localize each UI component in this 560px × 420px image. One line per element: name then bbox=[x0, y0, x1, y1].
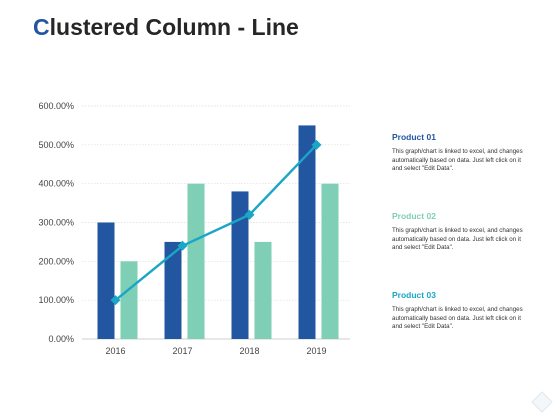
x-tick-label: 2019 bbox=[306, 346, 326, 356]
title-first-letter: C bbox=[33, 14, 50, 40]
line-point-marker bbox=[244, 209, 255, 220]
y-tick-label: 100.00% bbox=[38, 295, 74, 305]
y-tick-label: 200.00% bbox=[38, 256, 74, 266]
legend-product-01: Product 01 This graph/chart is linked to… bbox=[392, 132, 532, 174]
legend-desc-product-02: This graph/chart is linked to excel, and… bbox=[392, 227, 523, 252]
bar-series-1 bbox=[97, 222, 115, 339]
line-point-marker bbox=[311, 139, 322, 150]
x-tick-label: 2016 bbox=[105, 346, 125, 356]
bar-series-2 bbox=[187, 183, 205, 339]
legend-product-03: Product 03 This graph/chart is linked to… bbox=[392, 290, 532, 332]
legend-desc-product-03: This graph/chart is linked to excel, and… bbox=[392, 306, 523, 331]
bar-series-2 bbox=[321, 183, 339, 339]
line-point-marker bbox=[177, 240, 188, 251]
legend-title-product-02: Product 02 bbox=[392, 211, 436, 221]
line-series bbox=[114, 144, 318, 302]
bar-series-1 bbox=[231, 191, 249, 339]
bar-series-2 bbox=[120, 261, 138, 339]
legend-title-product-01: Product 01 bbox=[392, 132, 436, 142]
y-tick-label: 600.00% bbox=[38, 101, 74, 111]
legend-title-product-03: Product 03 bbox=[392, 290, 436, 300]
bar-series-1 bbox=[164, 241, 182, 339]
y-tick-label: 0.00% bbox=[48, 334, 74, 344]
line-point-marker bbox=[110, 295, 121, 306]
bar-series-2 bbox=[254, 241, 272, 339]
legend-product-02: Product 02 This graph/chart is linked to… bbox=[392, 211, 532, 253]
y-tick-label: 300.00% bbox=[38, 218, 74, 228]
x-tick-label: 2017 bbox=[172, 346, 192, 356]
x-tick-label: 2018 bbox=[239, 346, 259, 356]
legend-desc-product-01: This graph/chart is linked to excel, and… bbox=[392, 148, 523, 173]
y-tick-label: 400.00% bbox=[38, 179, 74, 189]
diamond-decoration-icon bbox=[531, 391, 553, 413]
title-rest: lustered Column - Line bbox=[49, 14, 299, 40]
slide-title: Clustered Column - Line bbox=[33, 14, 299, 41]
bar-series-1 bbox=[298, 125, 316, 340]
y-tick-label: 500.00% bbox=[38, 140, 74, 150]
